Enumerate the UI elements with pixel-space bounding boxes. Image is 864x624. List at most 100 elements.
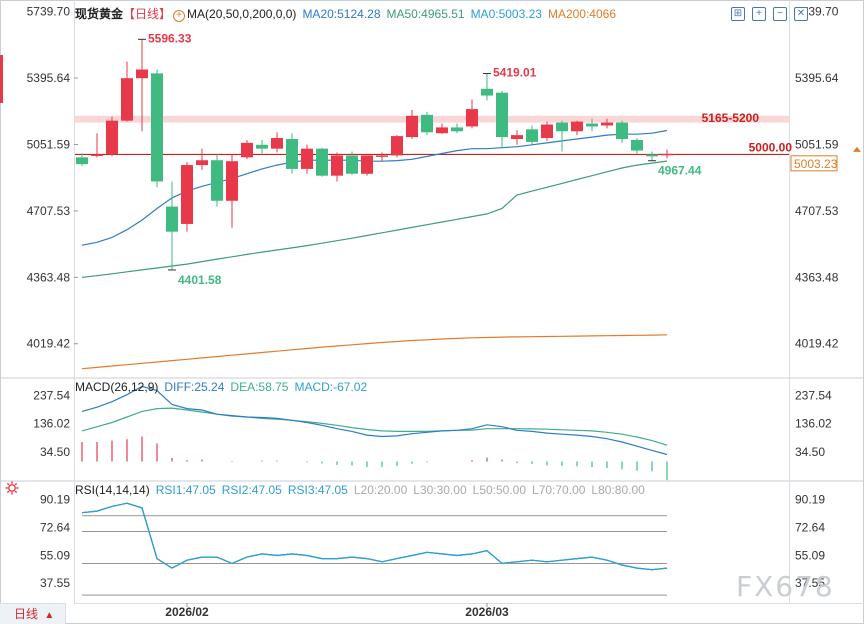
macd-tick-left: 237.54 [33,388,70,402]
candle-body [301,148,313,169]
macd-hist-value: MACD:-67.02 [294,380,368,394]
candle-body [631,139,643,151]
zoom-out-icon[interactable]: − [773,7,787,21]
candle [391,135,403,158]
candle [451,123,463,134]
candle-body [211,160,223,201]
price-tick-left: 4363.48 [27,270,71,284]
plus-circle-icon[interactable]: + [173,10,186,22]
price-tick-right: 4707.53 [795,204,839,218]
resistance-zone-label: 5165-5200 [702,111,760,125]
zoom-in-icon[interactable]: + [752,7,766,21]
rsi1-value: RSI1:47.05 [155,483,216,497]
candle-body [541,124,553,139]
macd-dea-line [81,407,668,446]
macd-tick-left: 136.02 [33,417,70,431]
price-tick-left: 4019.42 [27,337,71,351]
candle [166,181,178,270]
zoom-fit-icon[interactable]: ⊞ [731,7,745,21]
rsi3-value: RSI3:47.05 [287,483,348,497]
candle [481,73,493,101]
rsi-tick-right: 37.55 [795,576,825,590]
rsi-l80-value: L80:80.00 [591,483,645,497]
candle [211,154,223,207]
ma20-value: MA20:5124.28 [302,7,381,21]
last-price-label: 5003.23 [794,157,838,171]
candle-body [76,157,88,165]
candle [631,138,643,154]
macd-diff-line [81,385,668,456]
candle [91,133,103,158]
rsi-tick-right: 55.09 [795,548,825,562]
watermark: FX678 [736,570,835,603]
macd-tick-right: 136.02 [795,417,832,431]
last-price-box [790,155,838,172]
candle [586,118,598,132]
rsi-legend: RSI(14,14,14) RSI1:47.05 RSI2:47.05 RSI3:47… [75,481,651,499]
candle [331,152,343,182]
candle [286,133,298,174]
period-tab[interactable]: 日线 ▲ [0,603,66,624]
extreme-price-label: 4401.58 [178,273,222,287]
candle-body [106,120,118,155]
macd-tick-left: 34.50 [40,445,70,459]
candle [121,61,133,122]
ma200-line [81,334,668,370]
rsi1-line [81,502,668,571]
price-tick-right: 5051.59 [795,137,839,151]
close-icon[interactable]: ✕ [794,7,808,21]
ma50-value: MA50:4965.51 [386,7,465,21]
candle-body [346,155,358,174]
chevron-up-icon: ▲ [44,610,55,621]
candle-body [436,127,448,134]
candle [571,120,583,136]
candle-body [466,109,478,127]
rsi-title[interactable]: RSI(14,14,14) [75,483,150,497]
candle [376,152,388,162]
price-legend: 现货黄金【日线】 + MA(20,50,0,200,0,0) MA20:5124.28… [75,5,622,23]
gear-icon[interactable] [5,481,19,495]
ma20-line [81,129,668,246]
rsi-l50-value: L50:50.00 [472,483,527,497]
candle [181,162,193,232]
candle-body [451,127,463,132]
candle [316,147,328,177]
selection-marker [0,55,3,103]
candle [196,148,208,170]
candle-body [331,155,343,176]
candle-body [406,115,418,138]
candle [496,90,508,149]
rsi-tick-left: 55.09 [40,548,70,562]
candle-body [496,92,508,138]
candle [661,149,673,159]
candle [256,139,268,154]
candle [136,39,148,132]
extreme-price-label: 4967.44 [658,164,702,178]
price-tick-left: 5395.64 [27,71,71,85]
candle-body [316,148,328,176]
price-tick-left: 5051.59 [27,137,71,151]
candle-body [526,129,538,142]
candle-body [226,161,238,201]
price-arrow-icon [853,146,861,152]
macd-dea-value: DEA:58.75 [230,380,289,394]
candle-body [181,165,193,224]
period-label[interactable]: 【日线】 [123,7,172,21]
candle-body [511,135,523,139]
candle [406,110,418,139]
candle [226,154,238,228]
candle [541,121,553,141]
candle [436,123,448,135]
candle-body [481,88,493,96]
instrument-title: 现货黄金 [75,7,124,21]
macd-title[interactable]: MACD(26,12,9) [75,380,159,394]
rsi-tick-right: 90.19 [795,493,825,507]
candle [646,151,658,161]
rsi-l30-value: L30:30.00 [413,483,467,497]
candle-body [91,154,103,156]
ma-settings-label[interactable]: MA(20,50,0,200,0,0) [187,7,297,21]
candle [511,130,523,145]
candle-body [361,155,373,174]
